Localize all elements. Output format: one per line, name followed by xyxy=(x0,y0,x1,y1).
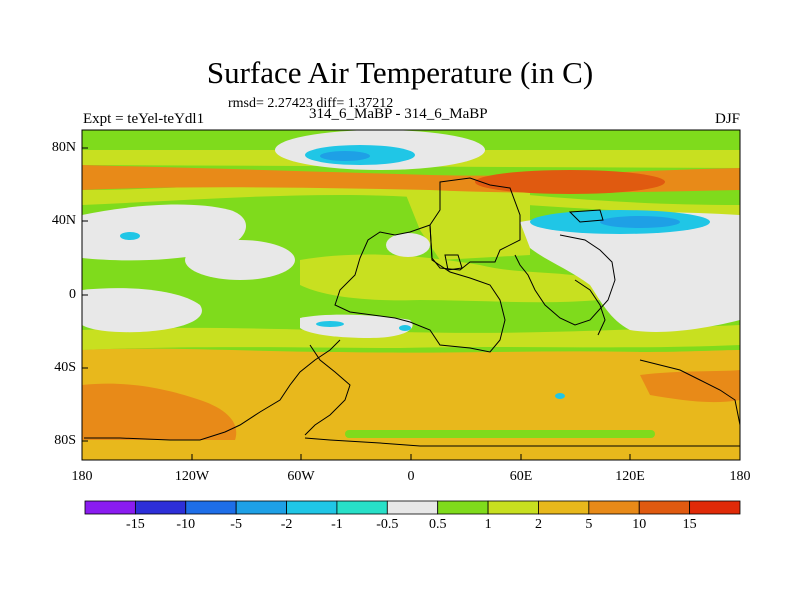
experiment-names: 314_6_MaBP - 314_6_MaBP xyxy=(309,106,488,122)
experiment-label: Expt = teYel-teYdl1 xyxy=(83,111,205,127)
field-orange-south-pacific xyxy=(82,383,237,440)
y-tick-label: 40S xyxy=(54,360,76,375)
colorbar-swatch xyxy=(286,500,338,515)
field-neutral-na-west xyxy=(185,240,295,280)
colorbar-label: -2 xyxy=(280,517,293,532)
colorbar-swatch xyxy=(689,500,741,515)
coastline-lake xyxy=(568,209,604,223)
plot-title: Surface Air Temperature (in C) xyxy=(206,55,594,90)
field-yellow-band-mid xyxy=(82,181,740,215)
colorbar-label: -15 xyxy=(126,517,145,532)
coastline-africa-europe xyxy=(334,224,506,353)
field-yellow-eurasia xyxy=(400,180,530,260)
colorbar-swatch xyxy=(134,500,187,515)
season-label: DJF xyxy=(714,111,740,127)
coastline-asia-south xyxy=(514,234,616,326)
coastline-south-america xyxy=(304,344,351,436)
colorbar-label: -0.5 xyxy=(376,517,399,532)
colorbar-label: 5 xyxy=(585,517,593,532)
field-cyan-dot xyxy=(399,325,411,331)
colorbar-label: -10 xyxy=(176,517,196,532)
colorbar-swatch xyxy=(235,500,287,515)
coastline-indochina xyxy=(574,279,606,336)
field-cyan-north-pacific xyxy=(120,232,140,240)
coastlines xyxy=(84,177,741,447)
field-neutral-asia-pacific xyxy=(520,212,740,332)
field-cyan-south-atlantic xyxy=(316,321,344,327)
colorbar-swatch xyxy=(84,500,136,515)
colorbar-swatch xyxy=(487,500,539,515)
x-tick-label: 0 xyxy=(407,469,415,484)
colorbar xyxy=(84,500,741,515)
x-tick-label: 180 xyxy=(71,469,93,484)
colorbar-swatch xyxy=(185,500,237,515)
colorbar-swatch xyxy=(336,500,388,515)
y-tick-label: 40N xyxy=(51,213,76,228)
coastline-australia-south xyxy=(639,359,741,426)
field-dark-orange-siberia xyxy=(475,170,665,194)
coastline-antarctic-west xyxy=(84,339,341,441)
x-tick-label: 60W xyxy=(287,469,315,484)
colorbar-label: -5 xyxy=(230,517,242,532)
colorbar-label: 0.5 xyxy=(428,517,447,532)
field-green-strip-south xyxy=(345,430,655,438)
colorbar-swatch xyxy=(638,500,691,515)
field-yellow-south xyxy=(82,325,740,350)
colorbar-swatch xyxy=(386,500,439,515)
colorbar-label: 15 xyxy=(682,517,697,532)
temperature-field xyxy=(82,130,740,460)
colorbar-label: 10 xyxy=(632,517,647,532)
coastline-inland-sea xyxy=(444,254,463,271)
y-tick-label: 80N xyxy=(51,140,76,155)
y-tick-label: 0 xyxy=(69,287,76,302)
y-tick-label: 80S xyxy=(54,433,76,448)
field-neutral-tropical-atlantic xyxy=(300,314,413,338)
axis-ticks xyxy=(81,147,741,460)
field-blue-arctic-core xyxy=(320,151,370,161)
field-yellow-tropics xyxy=(300,254,600,303)
x-tick-label: 60E xyxy=(509,469,533,484)
coastline-antarctica xyxy=(304,437,740,447)
colorbar-swatch xyxy=(437,500,489,515)
stats-label: rmsd= 2.27423 diff= 1.37212 xyxy=(228,96,394,111)
field-cyan-dot-south xyxy=(555,393,565,399)
colorbar-label: 2 xyxy=(534,517,542,532)
colorbar-label: -1 xyxy=(331,517,343,532)
field-blue-asia-core xyxy=(600,216,680,228)
colorbar-swatch xyxy=(588,500,640,515)
x-tick-label: 180 xyxy=(729,469,751,484)
colorbar-swatch xyxy=(538,500,590,515)
colorbar-label: 1 xyxy=(484,517,492,532)
field-neutral-europe xyxy=(386,233,430,257)
field-neutral-east-pacific xyxy=(82,288,202,333)
x-tick-label: 120E xyxy=(615,469,645,484)
field-orange-south-east xyxy=(640,370,740,403)
x-tick-label: 120W xyxy=(174,469,210,484)
